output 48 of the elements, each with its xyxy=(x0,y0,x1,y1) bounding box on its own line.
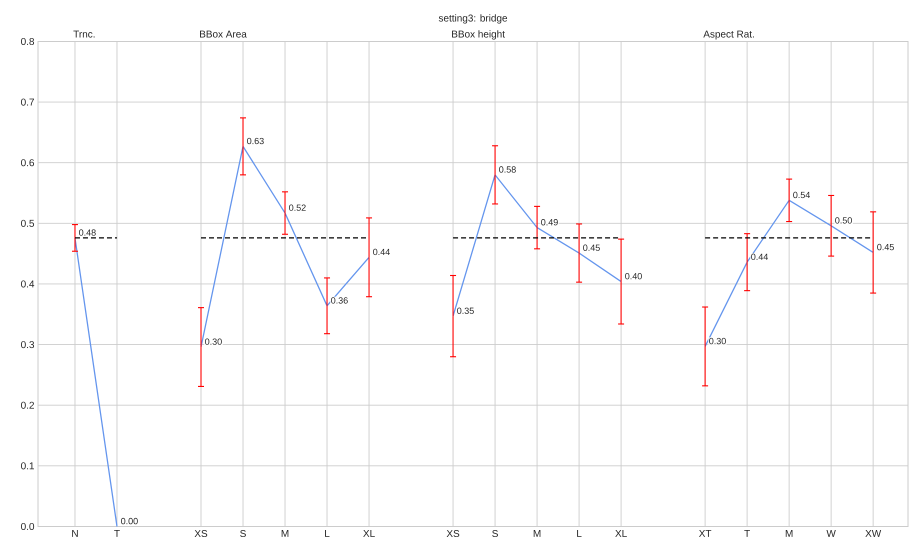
x-tick-label: L xyxy=(577,530,582,537)
x-tick-label: N xyxy=(72,530,78,537)
x-tick-label: S xyxy=(240,530,246,538)
x-tick-label: XS xyxy=(194,530,208,538)
text: Trnc. xyxy=(73,30,95,38)
x-tick-label: T xyxy=(744,530,750,537)
x-tick-label: M xyxy=(534,530,540,537)
y-tick-label: 0.5 xyxy=(21,220,34,227)
data-label: 0.49 xyxy=(541,219,558,226)
text: Aspect Rat. xyxy=(703,30,754,40)
data-label: 0.45 xyxy=(583,244,600,251)
x-tick-label: S xyxy=(492,530,498,538)
y-tick-label: 0.6 xyxy=(21,159,34,166)
y-tick-label: 0.8 xyxy=(21,38,34,46)
data-label: 0.44 xyxy=(373,248,390,256)
data-label: 0.36 xyxy=(331,297,348,304)
y-tick-label: 0.2 xyxy=(21,402,34,409)
x-tick-label: XT xyxy=(698,530,712,537)
chart-title: setting3: bridge xyxy=(438,14,508,24)
data-label: 0.50 xyxy=(835,217,852,224)
x-tick-label: XS xyxy=(446,530,460,538)
data-label: 0.54 xyxy=(793,192,810,198)
x-tick-label: XL xyxy=(363,530,375,537)
data-label: 0.48 xyxy=(79,229,96,236)
data-label: 0.58 xyxy=(499,166,516,173)
data-label: 0.63 xyxy=(247,138,264,144)
data-label: 0.35 xyxy=(457,308,474,314)
x-tick-label: L xyxy=(325,530,330,537)
x-tick-label: M xyxy=(786,530,792,537)
data-label: 0.30 xyxy=(205,338,222,345)
text: BBox height xyxy=(452,30,505,40)
y-tick-label: 0.0 xyxy=(21,522,34,530)
y-tick-label: 0.4 xyxy=(21,280,34,288)
y-tick-label: 0.3 xyxy=(21,341,34,348)
x-tick-label: M xyxy=(282,530,288,537)
data-label: 0.40 xyxy=(625,273,642,280)
x-tick-label: XL xyxy=(615,530,627,537)
data-label: 0.30 xyxy=(709,338,726,344)
data-label: 0.45 xyxy=(877,244,894,250)
x-tick-label: XW xyxy=(865,530,882,537)
text: BBox Area xyxy=(200,30,247,38)
x-tick-label: W xyxy=(826,530,836,537)
data-label: 0.52 xyxy=(289,204,306,211)
y-tick-label: 0.7 xyxy=(21,98,34,106)
data-label: 0.44 xyxy=(751,254,768,260)
data-label: 0.00 xyxy=(121,518,138,524)
x-tick-label: T xyxy=(114,530,120,537)
y-tick-label: 0.1 xyxy=(21,462,34,470)
